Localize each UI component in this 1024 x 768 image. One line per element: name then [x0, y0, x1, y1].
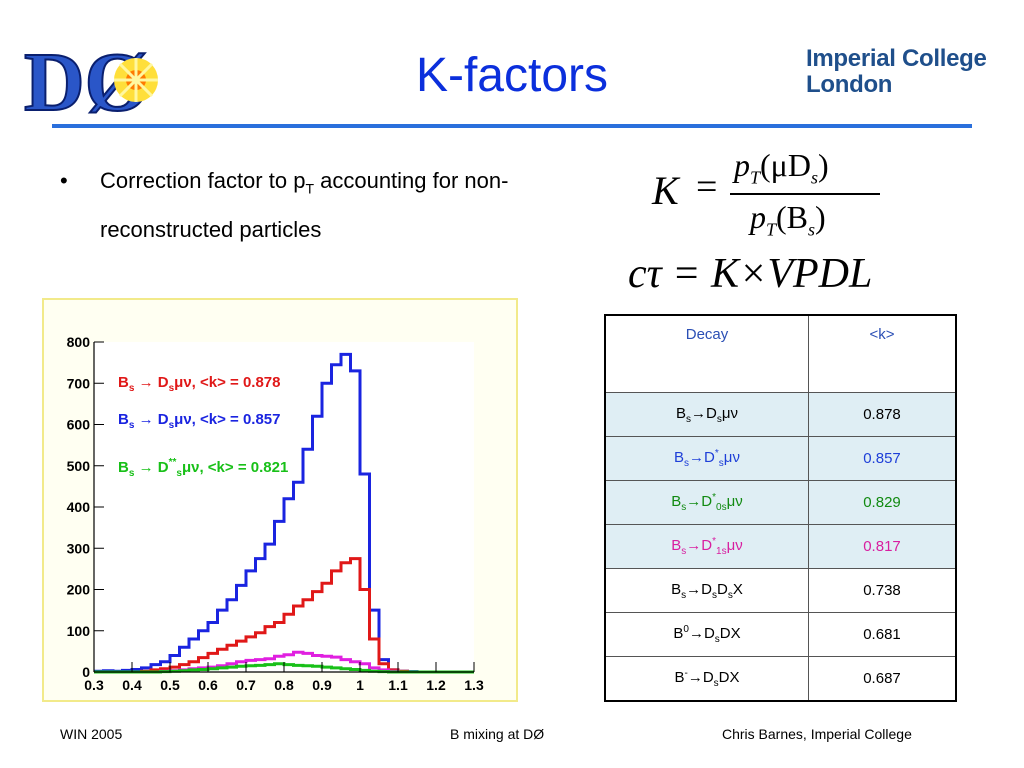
- k-value-cell: 0.857: [808, 436, 957, 481]
- legend-entry: Bs → Dsμν, <k> = 0.857: [118, 411, 281, 431]
- decay-cell: Bs→DsDsX: [604, 568, 809, 613]
- table-row: B-→DsDX 0.687: [604, 656, 957, 702]
- k-value-cell: 0.878: [808, 392, 957, 437]
- decay-cell: Bs→D*0sμν: [604, 480, 809, 525]
- k-value-cell: 0.687: [808, 656, 957, 702]
- decay-cell: B0→DsDX: [604, 612, 809, 657]
- x-tick-label: 0.3: [84, 677, 104, 693]
- y-tick-label: 800: [67, 334, 91, 350]
- decay-cell: Bs→D*1sμν: [604, 524, 809, 569]
- x-tick-label: 1.1: [388, 677, 408, 693]
- header-k: <k>: [808, 314, 957, 393]
- table-row: B0→DsDX 0.681: [604, 612, 957, 657]
- imperial-college-logo-line1: Imperial College: [806, 45, 987, 72]
- x-tick-label: 0.4: [122, 677, 142, 693]
- bullet-dot: •: [60, 168, 68, 193]
- y-tick-label: 0: [82, 664, 90, 680]
- table-row: Bs→D*1sμν 0.817: [604, 524, 957, 569]
- formula-denominator: pT(Bs): [750, 199, 826, 240]
- table-row: Bs→D*sμν 0.857: [604, 436, 957, 481]
- legend-entry: Bs → Dsμν, <k> = 0.878: [118, 374, 281, 394]
- header-decay: Decay: [604, 314, 809, 393]
- x-tick-label: 0.8: [274, 677, 294, 693]
- x-tick-label: 1.2: [426, 677, 446, 693]
- formula-numerator: pT(μDs): [734, 147, 829, 188]
- y-tick-label: 500: [67, 458, 91, 474]
- slide-title: K-factors: [415, 49, 609, 102]
- k-value-cell: 0.738: [808, 568, 957, 613]
- y-tick-label: 200: [67, 582, 91, 598]
- legend-entry: Bs → D**sμν, <k> = 0.821: [118, 457, 288, 479]
- histogram-svg: 0 100 200 300 400 500 600 700 800 0.3 0.4 0.5 0.6 0.7…: [67, 334, 484, 693]
- imperial-college-logo-line2: London: [806, 71, 893, 98]
- y-tick-label: 300: [67, 540, 91, 556]
- decay-table: Decay <k> Bs→Dsμν 0.878 Bs→D*sμν 0.857 Bs→D*…: [604, 314, 957, 702]
- bullet-text: Correction factor to pT accounting for n…: [100, 168, 509, 243]
- fraction-bar: [730, 193, 880, 195]
- footer-right: Chris Barnes, Imperial College: [722, 726, 912, 742]
- x-tick-label: 0.5: [160, 677, 180, 693]
- title-divider: [52, 124, 972, 128]
- table-row: Bs→D*0sμν 0.829: [604, 480, 957, 525]
- x-tick-label: 1.3: [464, 677, 484, 693]
- ctau-formula: cτ = K×VPDL: [628, 251, 873, 297]
- imperial-college-logo: Imperial College London: [806, 46, 1012, 110]
- k-factor-histogram: 0 100 200 300 400 500 600 700 800 0.3 0.4 0.5 0.6 0.7…: [42, 298, 518, 702]
- y-tick-label: 100: [67, 623, 91, 639]
- k-value-cell: 0.829: [808, 480, 957, 525]
- x-tick-label: 0.6: [198, 677, 218, 693]
- decay-cell: Bs→D*sμν: [604, 436, 809, 481]
- k-value-cell: 0.817: [808, 524, 957, 569]
- y-tick-label: 600: [67, 417, 91, 433]
- decay-cell: B-→DsDX: [604, 656, 809, 702]
- footer-left: WIN 2005: [60, 726, 123, 742]
- y-tick-label: 700: [67, 375, 91, 391]
- k-factor-formula: K = pT(μDs) pT(Bs): [650, 145, 910, 245]
- k-value-cell: 0.681: [808, 612, 957, 657]
- x-tick-label: 0.7: [236, 677, 256, 693]
- x-tick-label: 0.9: [312, 677, 332, 693]
- decay-cell: Bs→Dsμν: [604, 392, 809, 437]
- table-row: Bs→Dsμν 0.878: [604, 392, 957, 437]
- x-tick-label: 1: [356, 677, 364, 693]
- y-tick-label: 400: [67, 499, 91, 515]
- d0-logo: DØ: [20, 36, 188, 124]
- footer-center: B mixing at DØ: [450, 726, 545, 742]
- table-header-row: Decay <k>: [604, 314, 957, 393]
- table-row: Bs→DsDsX 0.738: [604, 568, 957, 613]
